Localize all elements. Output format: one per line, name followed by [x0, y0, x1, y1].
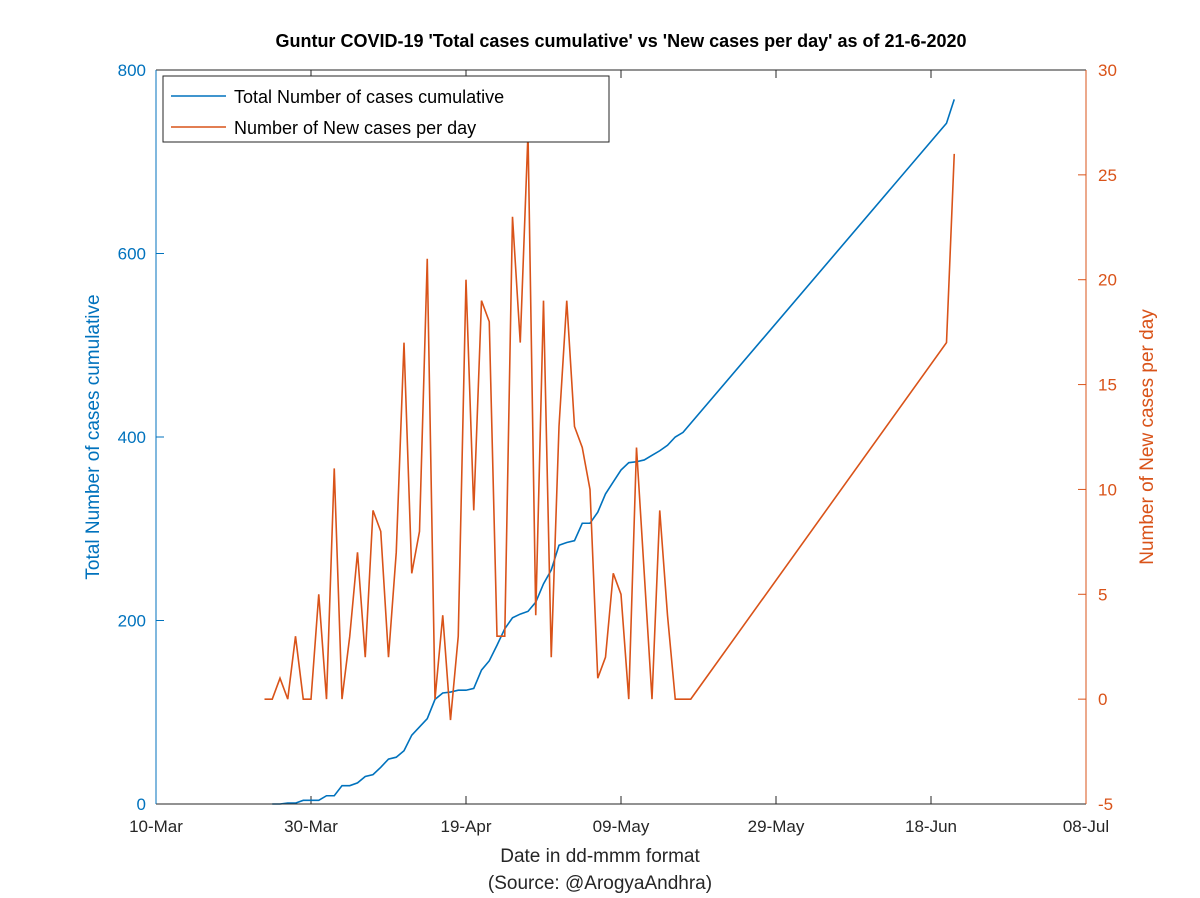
- right-y-tick-label: 20: [1098, 271, 1117, 290]
- x-tick-label: 18-Jun: [905, 817, 957, 836]
- x-tick-label: 10-Mar: [129, 817, 183, 836]
- x-axis-label: Date in dd-mmm format: [500, 846, 700, 867]
- x-tick-label: 29-May: [748, 817, 805, 836]
- plot-area: [156, 70, 1086, 804]
- left-y-tick-label: 0: [137, 795, 146, 814]
- left-y-tick-label: 800: [118, 61, 146, 80]
- left-y-axis: 0 200 400 600 800: [118, 61, 164, 814]
- legend: Total Number of cases cumulative Number …: [162, 75, 610, 143]
- right-y-axis-label: Number of New cases per day: [1137, 309, 1158, 565]
- right-y-tick-label: 5: [1098, 585, 1107, 604]
- x-tick-label: 30-Mar: [284, 817, 338, 836]
- right-y-tick-label: 10: [1098, 480, 1117, 499]
- right-y-tick-label: -5: [1098, 795, 1113, 814]
- chart-title: Guntur COVID-19 'Total cases cumulative'…: [275, 31, 966, 51]
- right-y-tick-label: 30: [1098, 61, 1117, 80]
- left-y-axis-label: Total Number of cases cumulative: [83, 294, 104, 579]
- x-tick-label: 19-Apr: [440, 817, 491, 836]
- left-y-tick-label: 400: [118, 428, 146, 447]
- right-y-tick-label: 0: [1098, 690, 1107, 709]
- series-line-new-per-day: [264, 132, 956, 721]
- x-tick-label: 08-Jul: [1063, 817, 1109, 836]
- legend-label-total: Total Number of cases cumulative: [234, 87, 504, 107]
- left-y-tick-label: 600: [118, 245, 146, 264]
- series-line-total-cumulative: [272, 99, 956, 805]
- legend-box: [162, 75, 610, 143]
- left-y-tick-label: 200: [118, 612, 146, 631]
- x-tick-label: 09-May: [593, 817, 650, 836]
- legend-label-new: Number of New cases per day: [234, 118, 476, 138]
- series-group: [264, 99, 956, 805]
- right-y-tick-label: 15: [1098, 376, 1117, 395]
- right-y-axis: -5 0 5 10 15 20 25 30: [1078, 61, 1117, 814]
- source-label: (Source: @ArogyaAndhra): [488, 873, 712, 894]
- right-y-tick-label: 25: [1098, 166, 1117, 185]
